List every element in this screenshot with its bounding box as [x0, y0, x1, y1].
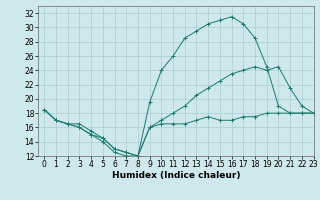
X-axis label: Humidex (Indice chaleur): Humidex (Indice chaleur) [112, 171, 240, 180]
